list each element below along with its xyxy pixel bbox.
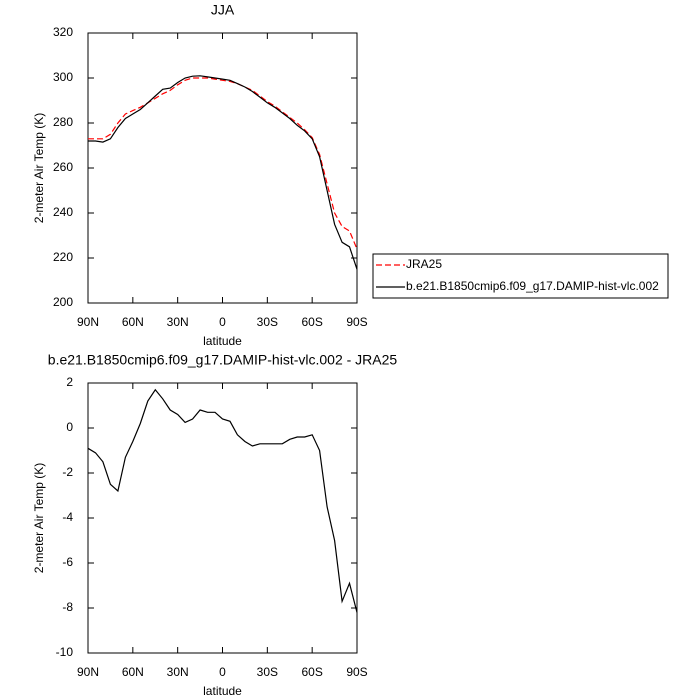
y-tick-label: 0: [66, 420, 73, 434]
x-tick-label: 30S: [257, 665, 278, 679]
x-axis-label: latitude: [203, 684, 242, 698]
y-tick-label: 320: [53, 25, 73, 39]
y-tick-label: -10: [56, 645, 74, 659]
data-line: [88, 77, 358, 250]
plot-frame: [87, 382, 358, 654]
x-tick-label: 90N: [77, 315, 99, 329]
x-tick-label: 60S: [301, 665, 322, 679]
data-line: [87, 388, 358, 613]
y-axis-label: 2-meter Air Temp (K): [32, 463, 46, 573]
y-tick-label: 200: [53, 295, 73, 309]
y-tick-label: -2: [62, 465, 73, 479]
x-axis-label: latitude: [203, 334, 242, 348]
y-tick-label: 300: [53, 70, 73, 84]
plot-frame: [87, 32, 358, 304]
legend-box: [372, 253, 669, 299]
y-tick-label: 280: [53, 115, 73, 129]
x-tick-label: 60S: [301, 315, 322, 329]
x-tick-label: 90N: [77, 665, 99, 679]
legend-label: b.e21.B1850cmip6.f09_g17.DAMIP-hist-vlc.…: [406, 279, 659, 293]
x-tick-label: 0: [219, 315, 226, 329]
x-tick-label: 60N: [122, 665, 144, 679]
legend-label: JRA25: [406, 257, 442, 271]
y-tick-label: 220: [53, 250, 73, 264]
x-tick-label: 30S: [257, 315, 278, 329]
chart-title: b.e21.B1850cmip6.f09_g17.DAMIP-hist-vlc.…: [48, 352, 398, 368]
y-tick-label: 260: [53, 160, 73, 174]
chart-title: JJA: [211, 2, 235, 18]
x-tick-label: 90S: [346, 315, 367, 329]
x-tick-label: 60N: [122, 315, 144, 329]
y-tick-label: 240: [53, 205, 73, 219]
y-tick-label: -6: [62, 555, 73, 569]
data-line: [88, 75, 358, 270]
x-tick-label: 30N: [167, 315, 189, 329]
y-axis-label: 2-meter Air Temp (K): [32, 113, 46, 223]
y-tick-label: -4: [62, 510, 73, 524]
x-tick-label: 90S: [346, 665, 367, 679]
y-tick-label: 2: [66, 375, 73, 389]
x-tick-label: 30N: [167, 665, 189, 679]
y-tick-label: -8: [62, 600, 73, 614]
x-tick-label: 0: [219, 665, 226, 679]
